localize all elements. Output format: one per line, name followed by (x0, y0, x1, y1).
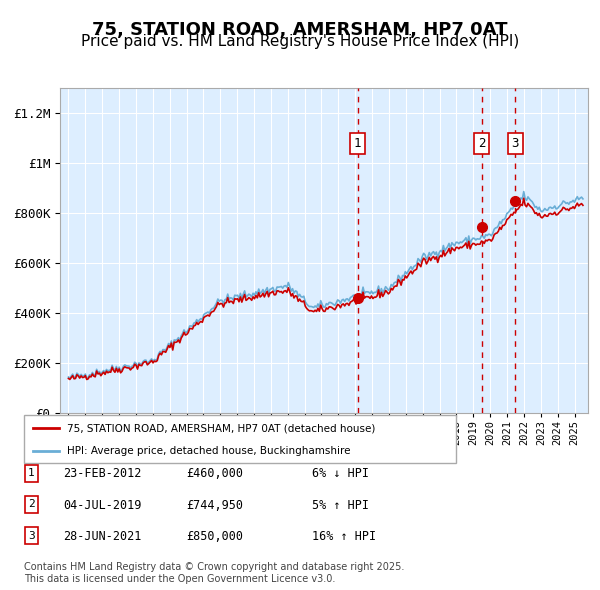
Text: 1: 1 (28, 468, 35, 478)
FancyBboxPatch shape (24, 415, 456, 463)
Text: 3: 3 (512, 137, 519, 150)
Text: 1: 1 (354, 137, 361, 150)
Text: 28-JUN-2021: 28-JUN-2021 (63, 530, 142, 543)
Text: 75, STATION ROAD, AMERSHAM, HP7 0AT (detached house): 75, STATION ROAD, AMERSHAM, HP7 0AT (det… (67, 423, 376, 433)
FancyBboxPatch shape (25, 527, 38, 544)
Text: Contains HM Land Registry data © Crown copyright and database right 2025.
This d: Contains HM Land Registry data © Crown c… (24, 562, 404, 584)
FancyBboxPatch shape (25, 465, 38, 481)
Text: 04-JUL-2019: 04-JUL-2019 (63, 499, 142, 512)
Text: £744,950: £744,950 (186, 499, 243, 512)
Text: 2: 2 (478, 137, 485, 150)
Text: Price paid vs. HM Land Registry's House Price Index (HPI): Price paid vs. HM Land Registry's House … (81, 34, 519, 49)
Text: 3: 3 (28, 531, 35, 540)
Text: 16% ↑ HPI: 16% ↑ HPI (312, 530, 376, 543)
Text: £460,000: £460,000 (186, 467, 243, 480)
Text: 6% ↓ HPI: 6% ↓ HPI (312, 467, 369, 480)
Text: HPI: Average price, detached house, Buckinghamshire: HPI: Average price, detached house, Buck… (67, 446, 350, 456)
Text: 2: 2 (28, 500, 35, 509)
Text: £850,000: £850,000 (186, 530, 243, 543)
Text: 5% ↑ HPI: 5% ↑ HPI (312, 499, 369, 512)
Text: 75, STATION ROAD, AMERSHAM, HP7 0AT: 75, STATION ROAD, AMERSHAM, HP7 0AT (92, 21, 508, 39)
FancyBboxPatch shape (25, 496, 38, 513)
Text: 23-FEB-2012: 23-FEB-2012 (63, 467, 142, 480)
